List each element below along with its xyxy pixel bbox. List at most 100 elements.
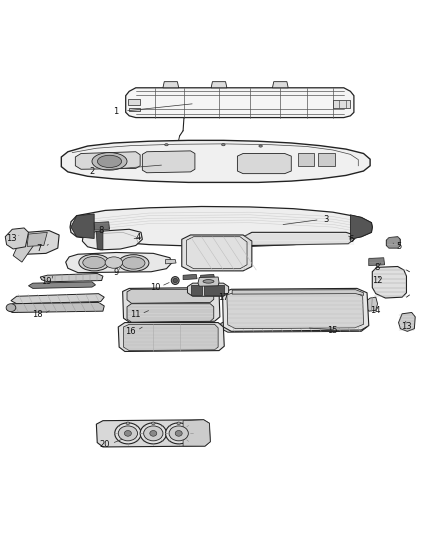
Polygon shape	[166, 260, 176, 264]
Ellipse shape	[118, 255, 149, 271]
Polygon shape	[94, 222, 110, 230]
Polygon shape	[399, 312, 415, 332]
Ellipse shape	[140, 423, 166, 444]
Polygon shape	[183, 274, 197, 280]
Ellipse shape	[165, 143, 168, 146]
Polygon shape	[187, 283, 229, 296]
Bar	[298, 154, 314, 166]
Polygon shape	[118, 322, 224, 351]
Polygon shape	[366, 297, 378, 311]
Text: 16: 16	[125, 327, 136, 336]
Polygon shape	[372, 266, 406, 298]
Polygon shape	[211, 82, 227, 88]
Text: 13: 13	[6, 233, 16, 243]
Text: 20: 20	[100, 440, 110, 449]
Ellipse shape	[126, 422, 130, 425]
Ellipse shape	[115, 423, 141, 444]
Ellipse shape	[175, 431, 182, 436]
Polygon shape	[82, 229, 142, 250]
Polygon shape	[96, 231, 103, 250]
Text: 18: 18	[32, 310, 42, 319]
Ellipse shape	[83, 256, 106, 269]
Polygon shape	[28, 282, 95, 288]
Polygon shape	[127, 304, 214, 322]
Text: 4: 4	[135, 232, 141, 241]
Ellipse shape	[150, 431, 157, 436]
Text: 8: 8	[98, 226, 103, 235]
Text: 5: 5	[396, 242, 401, 251]
Polygon shape	[96, 420, 210, 447]
Polygon shape	[223, 288, 369, 332]
Text: 10: 10	[150, 282, 161, 292]
Polygon shape	[183, 420, 210, 446]
Ellipse shape	[122, 257, 145, 269]
Polygon shape	[124, 324, 218, 351]
Text: 13: 13	[401, 322, 412, 331]
Text: 6: 6	[349, 235, 354, 244]
Polygon shape	[40, 273, 103, 282]
Text: 15: 15	[327, 326, 337, 335]
Polygon shape	[350, 215, 372, 239]
Polygon shape	[123, 287, 220, 322]
Polygon shape	[369, 258, 385, 265]
Polygon shape	[232, 290, 364, 295]
Polygon shape	[129, 108, 140, 111]
Polygon shape	[126, 88, 354, 118]
Text: 1: 1	[113, 107, 119, 116]
Polygon shape	[127, 289, 214, 303]
Polygon shape	[27, 232, 47, 246]
Polygon shape	[191, 285, 202, 295]
Ellipse shape	[97, 155, 121, 167]
Text: 14: 14	[371, 306, 381, 315]
Polygon shape	[13, 241, 34, 262]
Text: 11: 11	[131, 310, 141, 319]
Text: 8: 8	[375, 263, 380, 272]
Polygon shape	[221, 319, 367, 332]
Polygon shape	[244, 232, 355, 246]
Ellipse shape	[259, 145, 262, 147]
Ellipse shape	[203, 280, 214, 283]
Ellipse shape	[92, 152, 127, 170]
Ellipse shape	[6, 304, 16, 312]
Text: 2: 2	[89, 166, 95, 175]
Ellipse shape	[124, 431, 131, 436]
Polygon shape	[11, 294, 104, 304]
Ellipse shape	[171, 277, 179, 285]
Text: 9: 9	[113, 268, 119, 277]
Ellipse shape	[118, 426, 138, 441]
Polygon shape	[198, 277, 219, 286]
Polygon shape	[386, 237, 400, 248]
Ellipse shape	[144, 426, 163, 441]
Polygon shape	[61, 140, 370, 182]
Polygon shape	[182, 235, 252, 271]
Ellipse shape	[222, 143, 225, 146]
Text: 7: 7	[37, 244, 42, 253]
Polygon shape	[201, 274, 215, 280]
Text: 17: 17	[218, 293, 229, 302]
Ellipse shape	[105, 257, 123, 268]
Polygon shape	[237, 154, 291, 174]
Text: 12: 12	[372, 276, 383, 285]
Polygon shape	[227, 292, 364, 329]
Ellipse shape	[169, 426, 188, 441]
Polygon shape	[142, 151, 195, 173]
Polygon shape	[128, 99, 140, 106]
Polygon shape	[70, 206, 372, 246]
Ellipse shape	[173, 278, 177, 282]
Polygon shape	[66, 253, 172, 273]
Ellipse shape	[177, 422, 180, 425]
Polygon shape	[17, 231, 59, 254]
Polygon shape	[333, 100, 350, 108]
Polygon shape	[204, 285, 224, 295]
Ellipse shape	[152, 422, 155, 425]
Ellipse shape	[166, 423, 192, 444]
Polygon shape	[5, 228, 28, 249]
Polygon shape	[71, 214, 94, 238]
Polygon shape	[272, 82, 288, 88]
Text: 19: 19	[41, 277, 51, 286]
Polygon shape	[75, 152, 140, 169]
Polygon shape	[163, 82, 179, 88]
Polygon shape	[7, 302, 104, 312]
Ellipse shape	[79, 254, 110, 271]
Bar	[318, 154, 335, 166]
